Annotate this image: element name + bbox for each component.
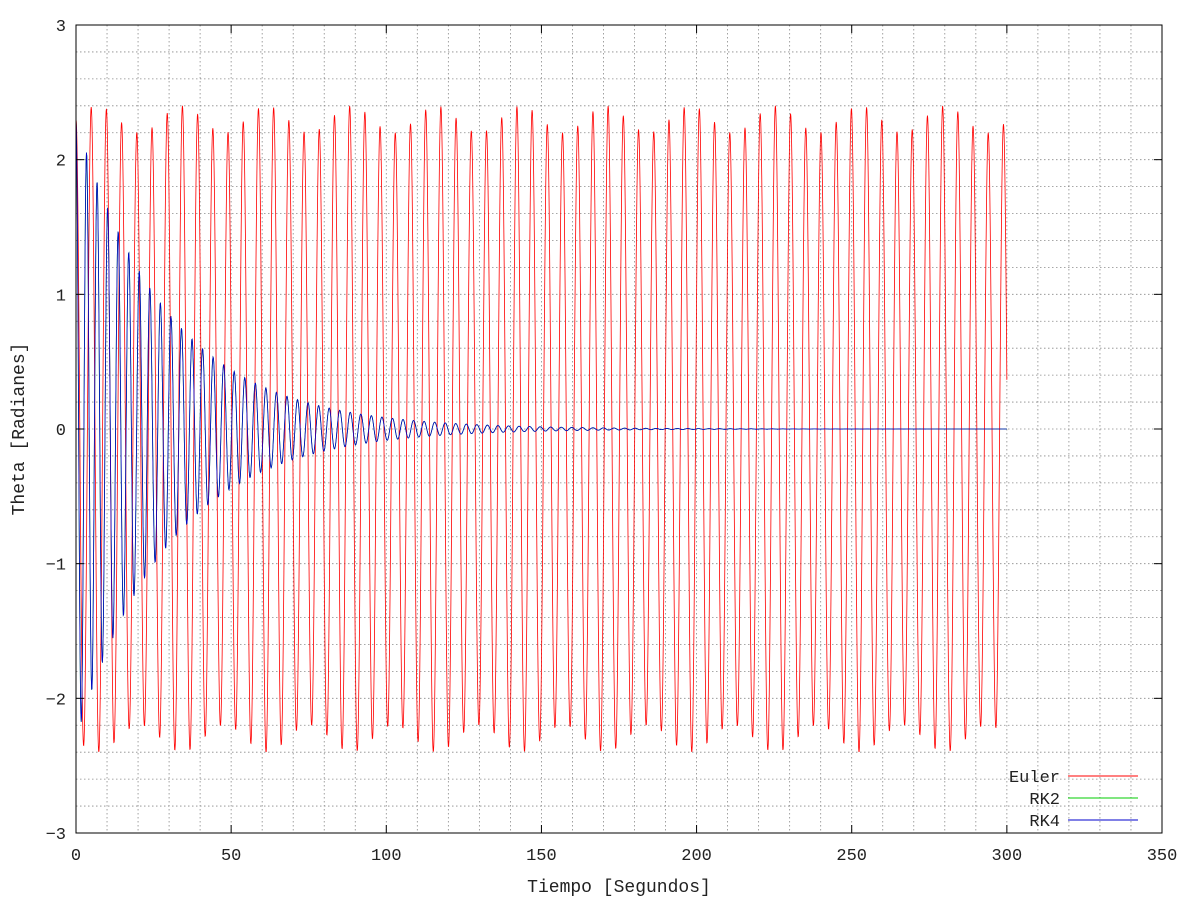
x-tick-label: 300 — [992, 847, 1023, 866]
x-tick-label: 350 — [1147, 847, 1178, 866]
y-tick-label: 1 — [56, 287, 66, 306]
tick-labels: 0 50 100 150 200 250 300 350 −3 −2 −1 0 1 2 3 — [46, 18, 1178, 866]
x-axis-label: Tiempo [Segundos] — [527, 878, 711, 898]
legend-label-euler: Euler — [1009, 769, 1060, 788]
x-tick-label: 50 — [221, 847, 241, 866]
y-tick-label: 0 — [56, 422, 66, 441]
ticks — [75, 24, 1163, 834]
x-tick-label: 200 — [681, 847, 712, 866]
x-tick-label: 0 — [71, 847, 81, 866]
y-tick-label: 3 — [56, 18, 66, 37]
legend: Euler RK2 RK4 — [1009, 769, 1138, 832]
series-layer — [75, 105, 1008, 752]
series-euler-line — [75, 105, 1008, 752]
series-rk4-line — [75, 119, 1007, 722]
legend-label-rk4: RK4 — [1029, 813, 1060, 832]
y-tick-label: −1 — [46, 557, 66, 576]
y-axis-label: Theta [Radianes] — [10, 343, 30, 516]
x-tick-label: 150 — [526, 847, 557, 866]
x-tick-label: 100 — [371, 847, 402, 866]
legend-label-rk2: RK2 — [1029, 791, 1060, 810]
y-tick-label: −3 — [46, 826, 66, 845]
x-tick-label: 250 — [836, 847, 867, 866]
y-tick-label: −2 — [46, 691, 66, 710]
y-tick-label: 2 — [56, 153, 66, 172]
